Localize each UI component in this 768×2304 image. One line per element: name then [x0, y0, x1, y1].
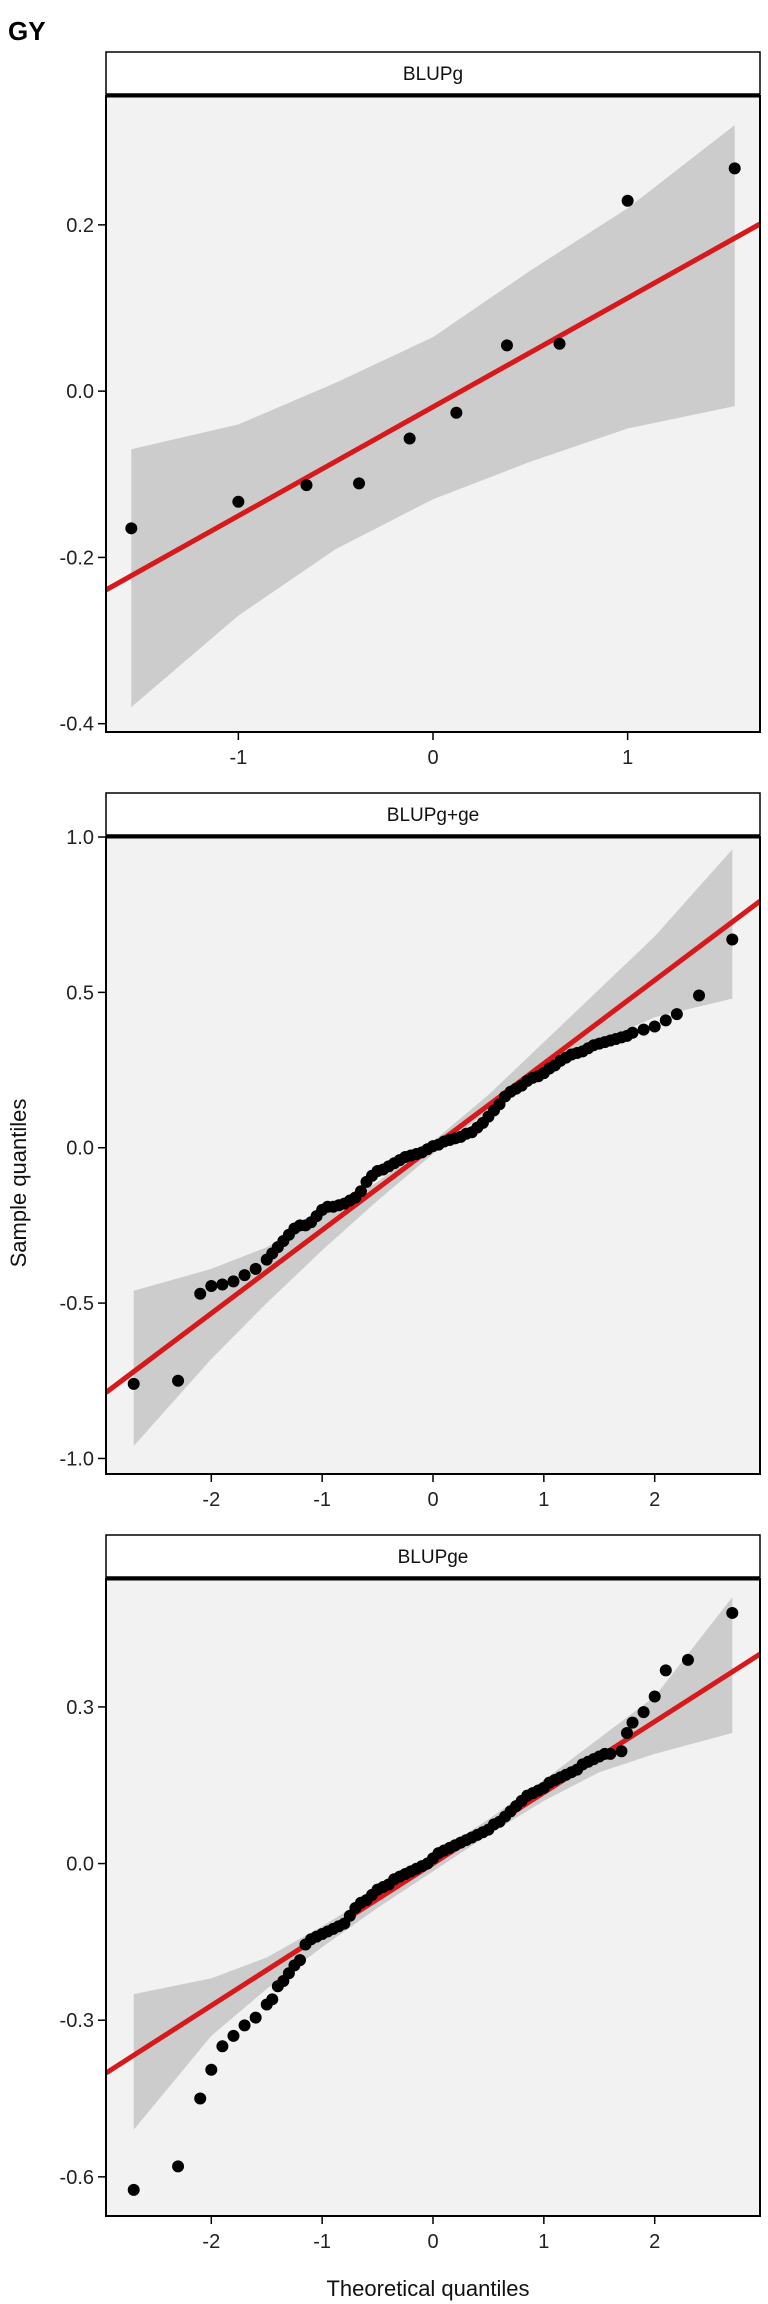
y-tick-label: 0.0: [66, 1138, 94, 1160]
data-point: [172, 2160, 185, 2173]
y-tick-label: 0.2: [66, 215, 94, 237]
data-point: [205, 2063, 218, 2076]
data-point: [232, 495, 245, 508]
y-tick-label: 0.0: [66, 381, 94, 403]
x-tick-label: -1: [313, 2231, 331, 2253]
data-point: [648, 1020, 661, 1033]
data-point: [626, 1716, 639, 1729]
y-tick-label: 0.5: [66, 982, 94, 1004]
data-point: [216, 2040, 229, 2053]
x-axis-title: Theoretical quantiles: [326, 2276, 529, 2301]
y-tick-label: -0.6: [60, 2167, 94, 2189]
y-tick-label: -0.5: [60, 1293, 94, 1315]
data-point: [620, 1727, 633, 1740]
data-point: [615, 1745, 628, 1758]
y-tick-label: 1.0: [66, 827, 94, 849]
y-tick-label: 0.0: [66, 1854, 94, 1876]
data-point: [216, 1278, 229, 1291]
data-point: [125, 522, 138, 535]
data-point: [670, 1008, 683, 1021]
reference-line: [106, 221, 760, 593]
x-tick-label: 1: [538, 2231, 549, 2253]
x-tick-label: -1: [229, 747, 247, 769]
data-point: [293, 1954, 306, 1967]
y-tick-label: -1.0: [60, 1448, 94, 1470]
strip-box: [105, 51, 761, 95]
x-tick-label: 0: [427, 747, 438, 769]
strip-box: [105, 792, 761, 836]
data-point: [127, 2183, 140, 2196]
data-point: [728, 162, 741, 175]
y-tick-label: -0.3: [60, 2010, 94, 2032]
x-tick-label: 0: [427, 1489, 438, 1511]
figure-title: GY: [8, 16, 46, 46]
data-point: [403, 432, 416, 445]
panel-background: [106, 1579, 760, 2216]
data-point: [249, 1262, 262, 1275]
data-point: [300, 479, 313, 492]
data-point: [194, 1287, 207, 1300]
y-axis-title: Sample quantiles: [6, 1099, 31, 1268]
plot-area: [106, 125, 760, 708]
x-tick-label: 2: [649, 1489, 660, 1511]
data-point: [626, 1026, 639, 1039]
data-point: [659, 1664, 672, 1677]
y-tick-label: 0.3: [66, 1697, 94, 1719]
data-point: [266, 1993, 279, 2006]
data-point: [238, 2019, 251, 2032]
panel-1: BLUPg -1 0 1 -0.4 -0.2 0.0 0.2: [60, 51, 761, 769]
x-tick-label: 0: [427, 2231, 438, 2253]
x-tick-label: -1: [313, 1489, 331, 1511]
data-point: [637, 1706, 650, 1719]
data-point: [648, 1690, 661, 1703]
data-point: [238, 1269, 251, 1282]
data-point: [450, 406, 463, 419]
panel-2: BLUPg+ge -2 -1 0 1 2 -1.0 -0.5 0.0 0.5 1.0: [60, 792, 761, 1511]
panel-3: BLUPge -2 -1 0 1 2 -0.6 -0.3 0.0 0.3: [60, 1534, 761, 2253]
data-point: [249, 2011, 262, 2024]
strip-label: BLUPg: [403, 64, 463, 85]
data-point: [681, 1653, 694, 1666]
data-point: [127, 1377, 140, 1390]
data-point: [604, 1747, 617, 1760]
strip-label: BLUPg+ge: [387, 805, 479, 826]
x-tick-label: 1: [622, 747, 633, 769]
data-point: [205, 1280, 218, 1293]
y-tick-label: -0.4: [60, 714, 94, 736]
data-point: [227, 2029, 240, 2042]
data-point: [637, 1023, 650, 1036]
y-tick-label: -0.2: [60, 547, 94, 569]
data-point: [553, 337, 566, 350]
data-point: [726, 1606, 739, 1619]
strip-box: [105, 1534, 761, 1578]
data-point: [621, 194, 634, 207]
data-point: [500, 339, 513, 352]
data-point: [659, 1014, 672, 1027]
data-point: [353, 477, 366, 490]
data-point: [172, 1374, 185, 1387]
panels-group: BLUPg -1 0 1 -0.4 -0.2 0.0 0.2 BLUPg+ge -2 -1 0 1 2 -1…: [60, 51, 761, 2253]
data-point: [354, 1185, 367, 1198]
data-point: [227, 1275, 240, 1288]
confidence-band: [131, 125, 735, 708]
x-tick-label: -2: [202, 2231, 220, 2253]
x-tick-label: 1: [538, 1489, 549, 1511]
strip-label: BLUPge: [398, 1547, 469, 1568]
x-tick-label: 2: [649, 2231, 660, 2253]
data-point: [693, 989, 706, 1002]
x-tick-label: -2: [202, 1489, 220, 1511]
data-point: [194, 2092, 207, 2105]
data-point: [726, 933, 739, 946]
